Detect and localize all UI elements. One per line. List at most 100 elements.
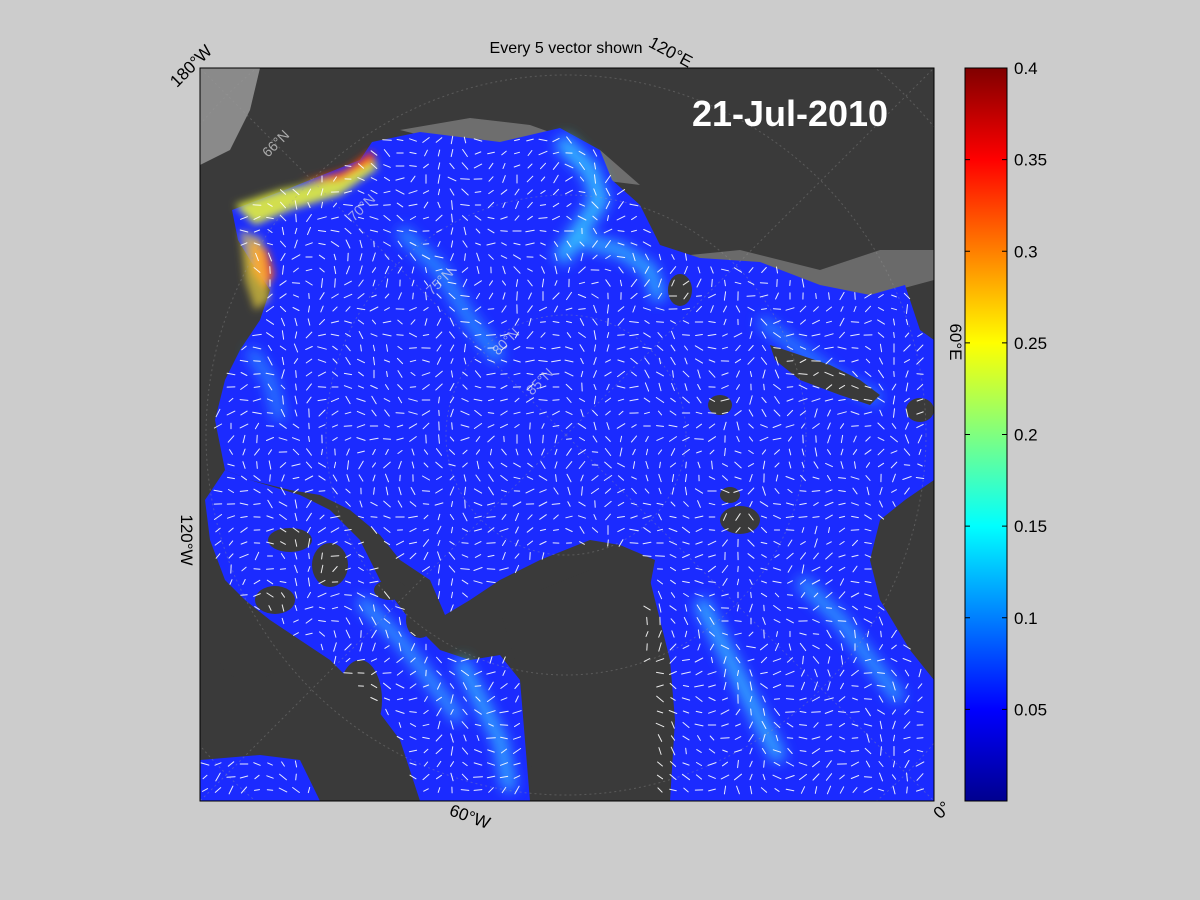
- velocity-vector: [631, 476, 637, 480]
- velocity-vector: [397, 346, 403, 350]
- velocity-vector: [838, 554, 846, 558]
- velocity-vector: [435, 734, 443, 742]
- velocity-vector: [747, 539, 755, 547]
- velocity-vector: [294, 317, 298, 327]
- velocity-vector: [786, 502, 794, 506]
- velocity-vector: [371, 294, 377, 298]
- velocity-vector: [422, 723, 430, 727]
- velocity-vector: [463, 357, 467, 365]
- velocity-vector: [838, 384, 846, 390]
- velocity-vector: [709, 605, 715, 611]
- velocity-vector: [515, 448, 519, 456]
- velocity-vector: [630, 242, 638, 246]
- velocity-vector: [772, 567, 782, 571]
- velocity-vector: [476, 657, 480, 663]
- velocity-vector: [787, 748, 793, 754]
- velocity-vector: [421, 410, 431, 416]
- velocity-vector: [253, 386, 261, 388]
- velocity-vector: [552, 162, 560, 170]
- velocity-vector: [734, 736, 742, 740]
- velocity-vector: [787, 539, 793, 547]
- velocity-vector: [423, 528, 429, 532]
- velocity-vector: [254, 448, 260, 456]
- coast-shelf-alaska: [200, 68, 260, 165]
- velocity-vector: [409, 138, 417, 142]
- velocity-vector: [318, 620, 326, 622]
- velocity-vector: [553, 174, 559, 184]
- velocity-vector: [280, 240, 286, 248]
- velocity-vector: [526, 331, 534, 339]
- velocity-vector: [267, 762, 273, 766]
- velocity-vector: [734, 632, 742, 636]
- velocity-vector: [513, 372, 521, 376]
- velocity-vector: [293, 488, 299, 494]
- velocity-vector: [307, 566, 311, 572]
- velocity-vector: [773, 708, 781, 716]
- velocity-vector: [383, 697, 391, 701]
- velocity-vector: [319, 319, 325, 325]
- velocity-vector: [318, 409, 326, 417]
- velocity-vector: [578, 332, 586, 338]
- velocity-vector: [631, 424, 637, 428]
- velocity-vector: [722, 333, 728, 337]
- velocity-vector: [618, 410, 624, 416]
- velocity-vector: [292, 527, 300, 533]
- velocity-vector: [408, 541, 418, 545]
- velocity-vector: [827, 434, 831, 444]
- velocity-vector: [735, 656, 741, 664]
- velocity-vector: [488, 787, 494, 793]
- velocity-vector: [811, 566, 821, 572]
- velocity-vector: [916, 737, 924, 739]
- velocity-vector: [437, 540, 441, 546]
- velocity-vector: [526, 476, 534, 480]
- velocity-vector: [436, 293, 442, 299]
- velocity-vector: [632, 252, 636, 262]
- velocity-vector: [565, 346, 573, 350]
- velocity-vector: [864, 514, 872, 520]
- velocity-vector: [720, 737, 730, 739]
- velocity-vector: [396, 697, 404, 701]
- velocity-vector: [825, 566, 833, 572]
- velocity-vector: [462, 708, 468, 716]
- velocity-vector: [708, 710, 716, 714]
- velocity-vector: [436, 670, 442, 676]
- velocity-vector: [422, 384, 430, 390]
- velocity-vector: [308, 552, 310, 560]
- velocity-vector: [294, 564, 298, 574]
- velocity-vector: [696, 749, 702, 753]
- velocity-vector: [697, 500, 701, 508]
- velocity-vector: [812, 423, 820, 429]
- velocity-vector: [697, 384, 701, 390]
- velocity-vector: [685, 461, 687, 469]
- velocity-vector: [708, 370, 716, 378]
- velocity-vector: [435, 331, 443, 339]
- velocity-vector: [358, 331, 364, 339]
- velocity-vector: [410, 372, 416, 376]
- velocity-vector: [785, 670, 795, 676]
- velocity-vector: [292, 787, 300, 793]
- ocean-baffin-strip: [200, 755, 320, 801]
- velocity-vector: [487, 554, 495, 558]
- velocity-vector: [877, 709, 885, 715]
- velocity-vector: [671, 630, 675, 638]
- velocity-vector: [306, 512, 312, 522]
- velocity-vector: [632, 305, 636, 313]
- velocity-vector: [241, 345, 247, 351]
- velocity-vector: [828, 292, 830, 300]
- velocity-vector: [330, 229, 340, 233]
- velocity-vector: [799, 750, 807, 752]
- velocity-vector: [487, 749, 495, 753]
- velocity-vector: [694, 488, 704, 494]
- velocity-vector: [357, 190, 365, 194]
- velocity-vector: [307, 577, 311, 587]
- velocity-vector: [357, 358, 365, 364]
- velocity-vector: [239, 399, 249, 401]
- velocity-vector: [812, 476, 820, 480]
- velocity-vector: [840, 643, 844, 651]
- velocity-vector: [369, 229, 379, 233]
- velocity-vector: [578, 515, 586, 519]
- velocity-vector: [708, 321, 716, 323]
- velocity-vector: [670, 697, 676, 701]
- velocity-vector: [774, 462, 780, 468]
- velocity-vector: [330, 515, 340, 519]
